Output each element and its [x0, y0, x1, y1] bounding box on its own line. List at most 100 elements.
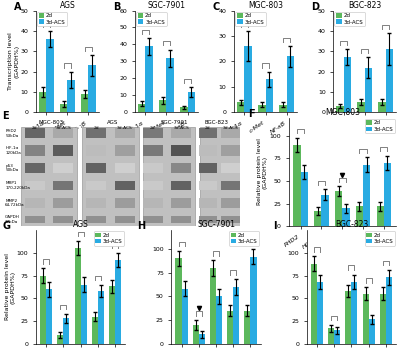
Bar [114, 163, 135, 173]
Text: GAPDH
37kDa: GAPDH 37kDa [5, 215, 20, 224]
Text: 3d-ACS: 3d-ACS [117, 126, 132, 130]
Text: 3d-ACS: 3d-ACS [223, 126, 239, 130]
Bar [180, 107, 188, 112]
Bar [199, 335, 205, 344]
Bar [376, 206, 384, 226]
Bar [378, 102, 386, 112]
Bar [86, 181, 106, 191]
Bar [197, 216, 217, 223]
Bar [336, 106, 344, 112]
Bar [81, 94, 88, 112]
Bar [159, 100, 166, 112]
Bar [53, 198, 73, 208]
Bar [197, 145, 217, 156]
Legend: 2d, 3d-ACS: 2d, 3d-ACS [94, 231, 124, 246]
Bar [182, 289, 188, 344]
Bar [145, 46, 153, 112]
Text: HIF-1α
120kDa: HIF-1α 120kDa [5, 146, 21, 155]
Bar [60, 104, 67, 112]
Bar [363, 165, 370, 226]
Bar [138, 104, 145, 112]
Bar [114, 216, 135, 223]
Bar [25, 181, 45, 191]
Bar [25, 145, 45, 156]
Bar [86, 128, 106, 138]
Bar [216, 297, 222, 344]
Legend: 2d, 3d-ACS: 2d, 3d-ACS [235, 12, 266, 26]
Y-axis label: Relative protein level
(GAPDH%): Relative protein level (GAPDH%) [4, 253, 15, 320]
Legend: 2d, 3d-ACS: 2d, 3d-ACS [334, 12, 365, 26]
Bar [266, 79, 273, 112]
Bar [386, 277, 392, 344]
Title: AGS: AGS [60, 1, 75, 10]
Bar [244, 46, 252, 112]
Bar [188, 92, 195, 112]
Text: F: F [248, 109, 254, 119]
Text: 2d: 2d [150, 126, 156, 130]
Bar [317, 282, 323, 344]
Text: 2d: 2d [204, 126, 210, 130]
Bar [143, 128, 163, 138]
Bar [233, 287, 239, 344]
Bar [314, 211, 322, 226]
Bar [25, 128, 45, 138]
Bar [109, 286, 115, 344]
Bar [210, 268, 216, 344]
Title: AGS: AGS [73, 220, 88, 229]
Text: H: H [138, 221, 146, 231]
Bar [221, 145, 241, 156]
Bar [171, 216, 191, 223]
Bar [143, 145, 163, 156]
Y-axis label: Transcription level
(GAPDH%): Transcription level (GAPDH%) [8, 33, 19, 90]
Text: MRP1
170,220kDa: MRP1 170,220kDa [5, 181, 30, 190]
Text: PHD2
53kDa: PHD2 53kDa [5, 129, 18, 138]
Bar [114, 145, 135, 156]
Bar [86, 198, 106, 208]
Title: MGC-803: MGC-803 [248, 1, 283, 10]
Bar [357, 102, 365, 112]
Title: MGC-803: MGC-803 [325, 108, 360, 117]
Text: SGC-7901: SGC-7901 [160, 120, 188, 125]
Bar [200, 127, 240, 226]
Bar [171, 145, 191, 156]
Bar [328, 329, 334, 344]
Bar [294, 145, 301, 226]
Bar [46, 289, 52, 344]
Bar [237, 102, 244, 112]
Bar [279, 105, 287, 112]
Bar [342, 208, 350, 226]
Legend: 2d, 3d-ACS: 2d, 3d-ACS [229, 231, 260, 246]
Text: A: A [14, 2, 22, 12]
Bar [221, 198, 241, 208]
Bar [197, 163, 217, 173]
Bar [193, 325, 199, 344]
Bar [114, 181, 135, 191]
Bar [114, 128, 135, 138]
Text: MMP2
64,72kDa: MMP2 64,72kDa [5, 199, 25, 207]
Bar [386, 49, 393, 112]
Legend: 2d, 3d-ACS: 2d, 3d-ACS [364, 231, 395, 246]
Bar [53, 145, 73, 156]
Bar [86, 163, 106, 173]
Bar [74, 248, 80, 344]
Text: p53
50kDa: p53 50kDa [5, 164, 18, 172]
Bar [335, 191, 342, 226]
Bar [39, 92, 46, 112]
Title: BGC-823: BGC-823 [335, 220, 368, 229]
Bar [143, 181, 163, 191]
Bar [92, 317, 98, 344]
Bar [380, 294, 386, 344]
Bar [53, 163, 73, 173]
Bar [53, 181, 73, 191]
Bar [363, 294, 369, 344]
Bar [287, 56, 294, 112]
Bar [57, 335, 63, 344]
Bar [25, 198, 45, 208]
Bar [144, 127, 196, 226]
Text: C: C [212, 2, 220, 12]
Bar [143, 216, 163, 223]
Text: AGS: AGS [107, 120, 118, 125]
Bar [197, 128, 217, 138]
Bar [197, 198, 217, 208]
Bar [143, 198, 163, 208]
